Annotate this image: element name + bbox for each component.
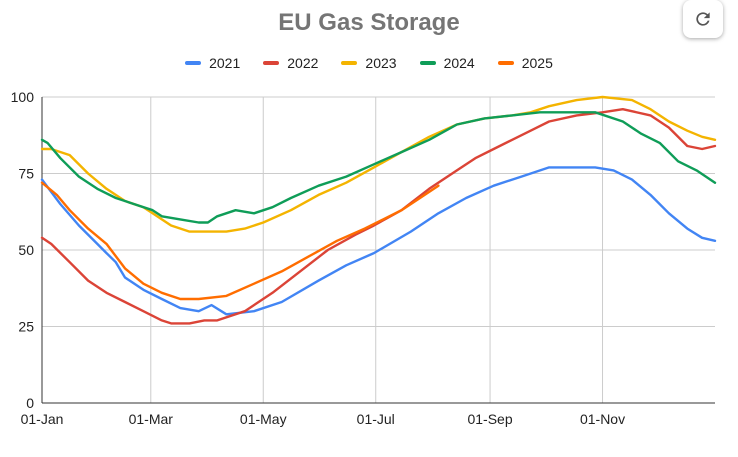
series-line-2025 <box>40 181 440 301</box>
y-tick-label: 50 <box>18 242 34 258</box>
legend-item-2025: 2025 <box>497 55 553 71</box>
legend-swatch <box>341 61 358 65</box>
y-tick-label: 100 <box>11 89 35 105</box>
legend-swatch <box>185 61 202 65</box>
legend-label: 2025 <box>521 55 553 71</box>
x-tick-label: 01-May <box>240 411 287 427</box>
legend-item-2023: 2023 <box>341 55 397 71</box>
legend-swatch <box>497 61 514 65</box>
chart-title: EU Gas Storage <box>278 9 460 36</box>
x-tick-label: 01-Nov <box>580 411 625 427</box>
series-line-2021 <box>40 166 717 316</box>
series-line-2024 <box>40 111 717 224</box>
x-tick-label: 01-Jan <box>21 411 64 427</box>
legend-swatch <box>419 61 436 65</box>
legend-label: 2022 <box>287 55 319 71</box>
series-line-2022 <box>40 108 717 325</box>
legend-label: 2021 <box>209 55 241 71</box>
legend-label: 2023 <box>365 55 397 71</box>
legend-item-2021: 2021 <box>185 55 240 71</box>
y-tick-label: 25 <box>18 319 34 335</box>
series-line-2023 <box>40 95 717 233</box>
legend-item-2024: 2024 <box>419 55 475 71</box>
legend-swatch <box>263 61 280 65</box>
y-tick-label: 0 <box>26 395 34 411</box>
x-tick-label: 01-Mar <box>129 411 174 427</box>
legend-label: 2024 <box>443 55 475 71</box>
refresh-button[interactable] <box>683 0 723 38</box>
x-tick-label: 01-Jul <box>357 411 395 427</box>
legend: 2021 2022 2023 2024 2025 <box>0 55 738 71</box>
y-tick-label: 75 <box>18 166 34 182</box>
x-tick-label: 01-Sep <box>467 411 512 427</box>
legend-item-2022: 2022 <box>263 55 318 71</box>
